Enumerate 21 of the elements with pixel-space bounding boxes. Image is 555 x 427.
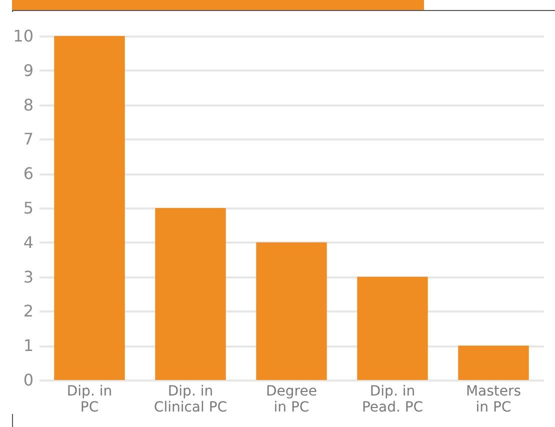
- y-tick-label: 0: [23, 370, 34, 390]
- x-tick-label: Masters in PC: [466, 384, 522, 416]
- bar: [54, 36, 125, 380]
- bar: [357, 276, 428, 380]
- bar: [256, 242, 327, 380]
- y-tick-label: 5: [23, 198, 34, 218]
- x-tick-label: Dip. in Pead. PC: [362, 384, 424, 416]
- y-tick-label: 8: [23, 95, 34, 114]
- y-tick-label: 4: [23, 232, 34, 252]
- y-tick-label: 7: [23, 130, 34, 149]
- y-tick-label: 1: [23, 336, 34, 356]
- x-tick-label: Dip. in Clinical PC: [154, 384, 228, 416]
- y-tick-label: 6: [23, 164, 34, 184]
- bar: [458, 346, 529, 380]
- y-tick-label: 9: [23, 60, 34, 80]
- y-tick-label: 3: [23, 267, 34, 286]
- y-tick-label: 10: [13, 26, 34, 46]
- y-tick-label: 2: [23, 302, 34, 321]
- bar: [155, 208, 226, 380]
- x-tick-label: Degree in PC: [266, 384, 317, 416]
- x-tick-label: Dip. in PC: [66, 384, 112, 416]
